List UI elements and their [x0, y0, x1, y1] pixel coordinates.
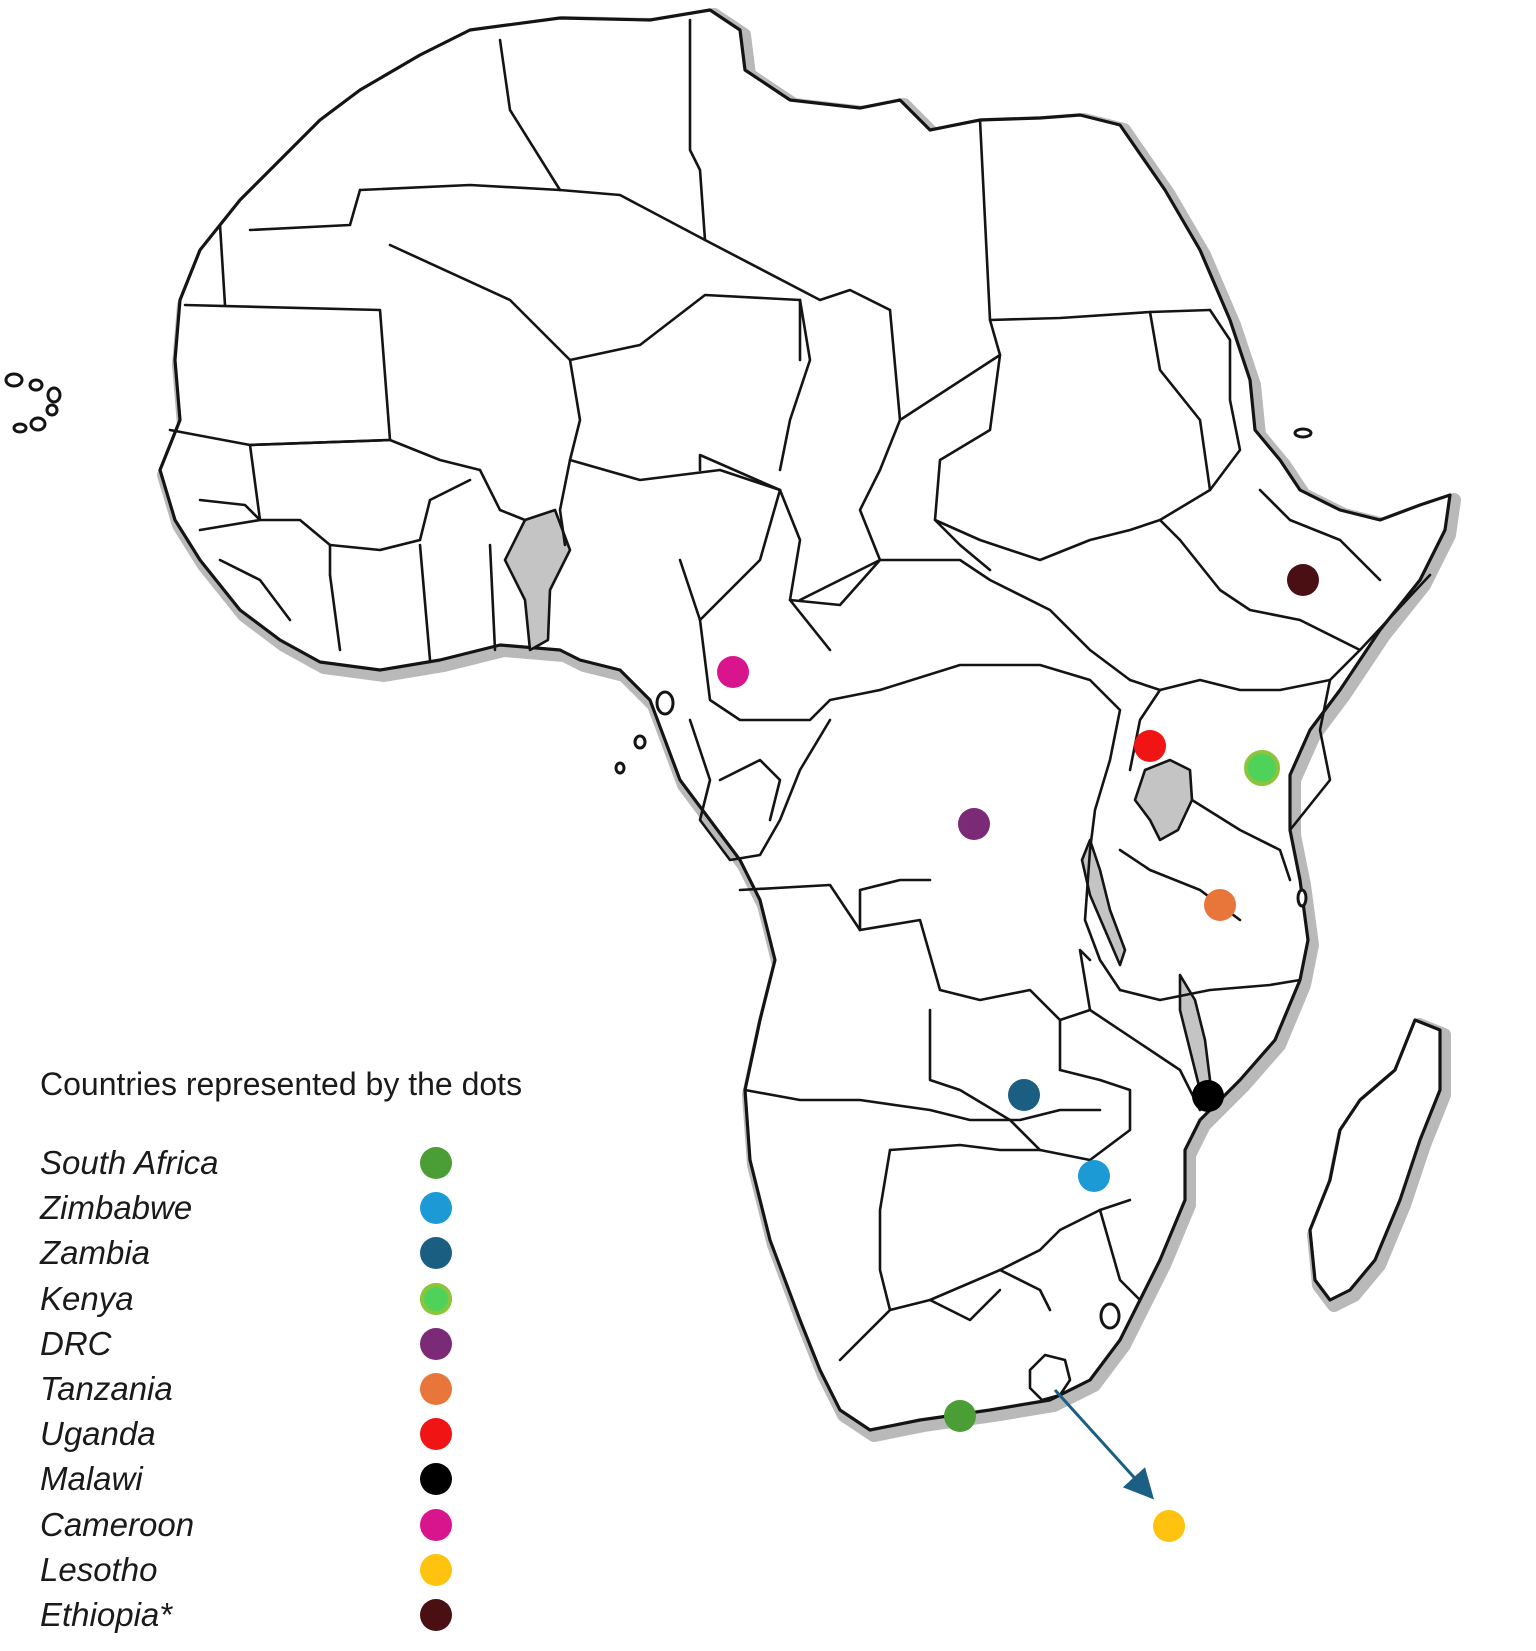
legend-label: Kenya	[40, 1279, 134, 1317]
benin-shaded	[503, 508, 572, 652]
gulf-of-guinea-islands	[614, 690, 675, 775]
legend-item-zimbabwe: Zimbabwe	[40, 1185, 500, 1230]
dot-kenya	[1244, 750, 1280, 786]
legend-label: Zambia	[40, 1234, 151, 1272]
legend-title: Countries represented by the dots	[40, 1066, 523, 1102]
legend: South Africa Zimbabwe Zambia Kenya DRC Tanzan…	[40, 1140, 500, 1637]
legend-dot-zambia	[420, 1237, 452, 1270]
country-borders	[168, 18, 1432, 1402]
dot-ethiopia	[1287, 564, 1319, 596]
legend-item-south-africa: South Africa	[40, 1140, 500, 1185]
dot-zambia	[1008, 1079, 1040, 1111]
dot-south-africa	[944, 1400, 976, 1432]
legend-dot-tanzania	[420, 1372, 452, 1405]
legend-dot-drc	[420, 1327, 452, 1360]
legend-dot-cameroon	[420, 1508, 452, 1541]
dot-cameroon	[717, 656, 749, 688]
dot-zimbabwe	[1078, 1160, 1110, 1192]
legend-label: Malawi	[40, 1460, 143, 1498]
legend-item-tanzania: Tanzania	[40, 1366, 500, 1411]
legend-dot-ethiopia	[420, 1598, 452, 1631]
dot-tanzania	[1204, 889, 1236, 921]
lesotho-arrow	[1053, 1388, 1155, 1500]
dot-malawi	[1192, 1080, 1224, 1112]
water-bodies	[503, 508, 1212, 1092]
legend-item-lesotho: Lesotho	[40, 1547, 500, 1592]
legend-dot-lesotho	[420, 1553, 452, 1586]
map-dots	[717, 564, 1319, 1542]
other-islands	[1099, 427, 1313, 1330]
legend-label: Tanzania	[40, 1369, 173, 1407]
legend-item-malawi: Malawi	[40, 1456, 500, 1501]
legend-dot-south-africa	[420, 1147, 452, 1179]
legend-label: DRC	[40, 1324, 112, 1362]
madagascar-island	[1307, 1018, 1451, 1312]
legend-label: Cameroon	[40, 1505, 195, 1543]
legend-item-ethiopia: Ethiopia*	[40, 1592, 500, 1637]
legend-item-uganda: Uganda	[40, 1411, 500, 1456]
legend-item-zambia: Zambia	[40, 1230, 500, 1275]
lake-victoria	[1133, 758, 1194, 842]
dot-drc	[958, 808, 990, 840]
legend-dot-kenya	[420, 1282, 452, 1315]
lesotho-border	[1028, 1353, 1072, 1402]
legend-label: Zimbabwe	[40, 1189, 193, 1227]
legend-label: Lesotho	[40, 1550, 158, 1588]
cape-verde-islands	[4, 372, 62, 434]
legend-dot-zimbabwe	[420, 1192, 452, 1225]
legend-item-drc: DRC	[40, 1321, 500, 1366]
legend-dot-malawi	[420, 1463, 452, 1496]
legend-label: Ethiopia*	[40, 1595, 173, 1633]
legend-item-cameroon: Cameroon	[40, 1502, 500, 1547]
dot-lesotho	[1153, 1510, 1185, 1542]
dot-uganda	[1134, 730, 1166, 762]
legend-label: Uganda	[40, 1415, 156, 1453]
legend-item-kenya: Kenya	[40, 1276, 500, 1321]
legend-label: South Africa	[40, 1144, 219, 1181]
legend-dot-uganda	[420, 1418, 452, 1451]
lake-tanganyika	[1080, 838, 1127, 967]
